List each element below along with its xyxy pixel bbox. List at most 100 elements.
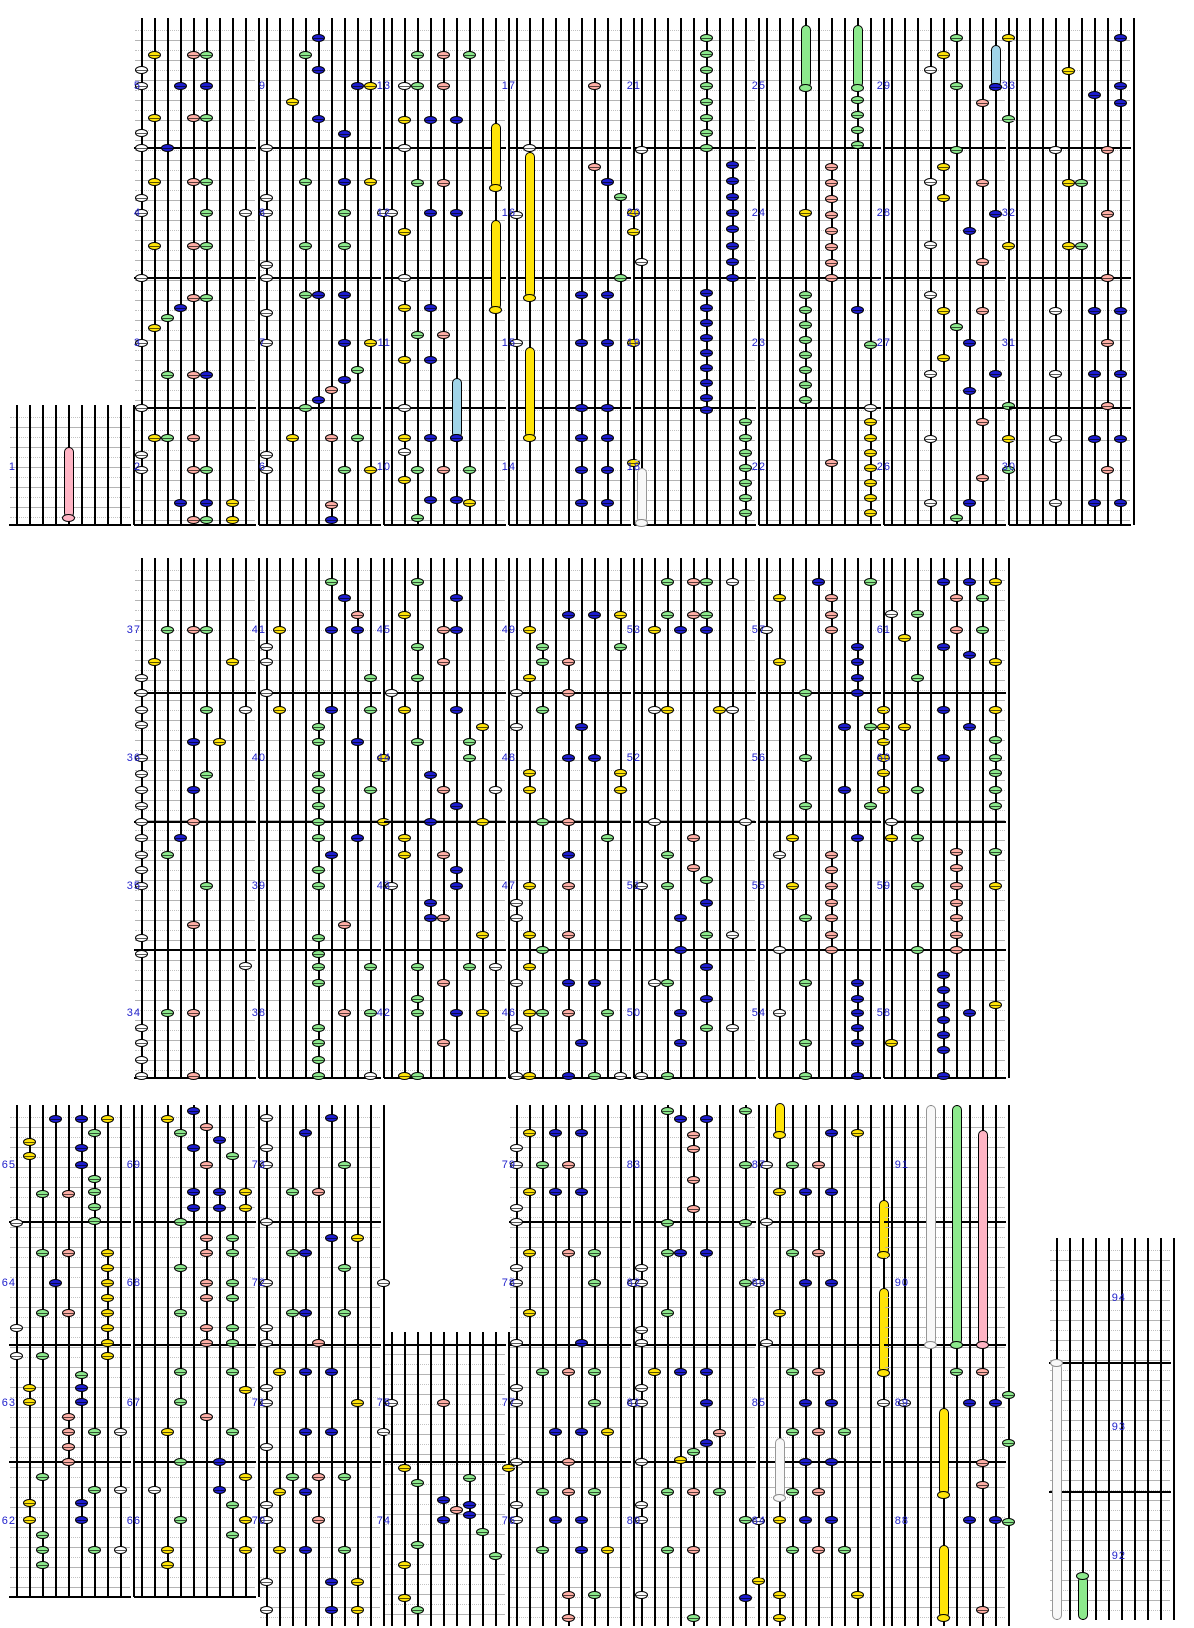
guide-line — [760, 500, 880, 501]
note — [950, 931, 963, 939]
note — [851, 96, 864, 104]
note — [588, 1249, 601, 1257]
guide-line — [760, 1587, 880, 1588]
note — [825, 1279, 838, 1287]
note-stripe — [261, 647, 272, 648]
guide-line — [885, 130, 1005, 131]
note-stripe — [865, 345, 876, 346]
note-stripe — [615, 197, 626, 198]
guide-line — [760, 230, 880, 231]
note — [950, 626, 963, 634]
barline — [1009, 524, 1131, 526]
guide-line — [510, 340, 630, 341]
note — [135, 129, 148, 137]
barline — [384, 407, 506, 409]
guide-line — [760, 100, 880, 101]
note-stripe — [675, 950, 686, 951]
note-stripe — [839, 727, 850, 728]
staff-line — [529, 558, 531, 1078]
guide-line — [135, 580, 255, 581]
guide-line — [385, 1394, 505, 1395]
barline — [9, 1596, 131, 1598]
note — [135, 1039, 148, 1047]
note — [351, 1234, 364, 1242]
guide-line — [135, 1167, 255, 1168]
note — [877, 754, 890, 762]
note-stripe — [438, 1403, 449, 1404]
note-stripe — [115, 1432, 126, 1433]
note — [200, 1413, 213, 1421]
staff-line — [180, 1105, 182, 1597]
note-stripe — [550, 1192, 561, 1193]
staff-line — [732, 558, 734, 1078]
guide-line — [385, 520, 505, 521]
staff-line — [206, 18, 208, 525]
guide-line — [510, 400, 630, 401]
sustain-bar — [637, 468, 647, 523]
sustain-bar — [952, 1105, 962, 1345]
note — [825, 1188, 838, 1196]
note-stripe — [464, 55, 475, 56]
note — [601, 434, 614, 442]
note-stripe — [300, 408, 311, 409]
note-stripe — [964, 1403, 975, 1404]
guide-line — [510, 970, 630, 971]
guide-line — [385, 1594, 505, 1595]
measure-number: 20 — [626, 207, 641, 219]
note-stripe — [438, 1500, 449, 1501]
note — [299, 51, 312, 59]
note-stripe — [227, 503, 238, 504]
note — [937, 986, 950, 994]
note — [338, 339, 351, 347]
note — [23, 1152, 36, 1160]
barline — [884, 1221, 1006, 1223]
note — [377, 1428, 390, 1436]
note-stripe — [524, 967, 535, 968]
note — [549, 1188, 562, 1196]
guide-line — [1050, 1260, 1170, 1261]
note-stripe — [964, 655, 975, 656]
guide-line — [260, 390, 380, 391]
measure-number: 30 — [1001, 461, 1016, 473]
staff-line — [232, 18, 234, 525]
staff-line — [443, 558, 445, 1078]
note-stripe — [990, 806, 1001, 807]
measure-number: 91 — [894, 1159, 909, 1171]
note — [523, 769, 536, 777]
note — [989, 786, 1002, 794]
sustain-end-cap — [523, 434, 536, 442]
note-stripe — [425, 918, 436, 919]
note-stripe — [136, 70, 147, 71]
note — [174, 1264, 187, 1272]
note — [463, 499, 476, 507]
guide-line — [385, 70, 505, 71]
barline — [634, 277, 756, 279]
note — [851, 1129, 864, 1137]
guide-line — [635, 250, 755, 251]
note-stripe — [339, 182, 350, 183]
note-stripe — [800, 758, 811, 759]
note-stripe — [649, 822, 660, 823]
note — [437, 1516, 450, 1524]
note-stripe — [563, 1076, 574, 1077]
note — [510, 1384, 523, 1392]
note — [536, 706, 549, 714]
guide-line — [885, 30, 1005, 31]
note — [614, 193, 627, 201]
staff-line — [1081, 18, 1083, 525]
guide-line — [260, 860, 380, 861]
note-stripe — [274, 1372, 285, 1373]
guide-line — [10, 1557, 130, 1558]
note-stripe — [261, 1118, 272, 1119]
guide-line — [260, 1267, 380, 1268]
guide-line — [135, 640, 255, 641]
guide-line — [135, 900, 255, 901]
note-stripe — [378, 213, 389, 214]
guide-line — [635, 780, 755, 781]
guide-line — [260, 430, 380, 431]
guide-line — [885, 1527, 1005, 1528]
note-stripe — [136, 198, 147, 199]
note-stripe — [136, 758, 147, 759]
measure-number: 67 — [126, 1397, 141, 1409]
note-stripe — [938, 975, 949, 976]
